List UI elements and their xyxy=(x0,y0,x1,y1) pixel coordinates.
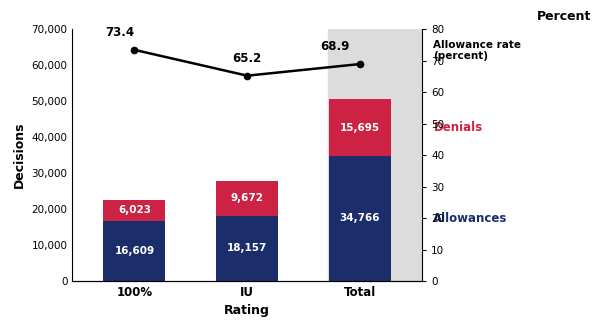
Y-axis label: Decisions: Decisions xyxy=(13,122,26,188)
X-axis label: Rating: Rating xyxy=(224,304,270,318)
Text: Percent: Percent xyxy=(537,10,591,23)
Bar xyxy=(329,156,391,281)
Text: 73.4: 73.4 xyxy=(105,26,134,39)
Text: 6,023: 6,023 xyxy=(118,205,151,215)
Text: Allowances: Allowances xyxy=(434,212,508,225)
Text: Denials: Denials xyxy=(434,121,482,134)
Bar xyxy=(103,200,165,221)
Text: 9,672: 9,672 xyxy=(231,193,264,203)
Bar xyxy=(329,99,391,156)
Text: Allowance rate
(percent): Allowance rate (percent) xyxy=(434,40,522,61)
Text: 65.2: 65.2 xyxy=(233,52,262,65)
Bar xyxy=(329,29,472,281)
Text: 18,157: 18,157 xyxy=(227,243,267,253)
Text: 68.9: 68.9 xyxy=(321,40,350,53)
Text: 15,695: 15,695 xyxy=(340,123,380,133)
Bar xyxy=(216,216,278,281)
Text: 34,766: 34,766 xyxy=(340,214,380,224)
Bar xyxy=(103,221,165,281)
Text: 16,609: 16,609 xyxy=(115,246,154,256)
Bar xyxy=(216,181,278,216)
